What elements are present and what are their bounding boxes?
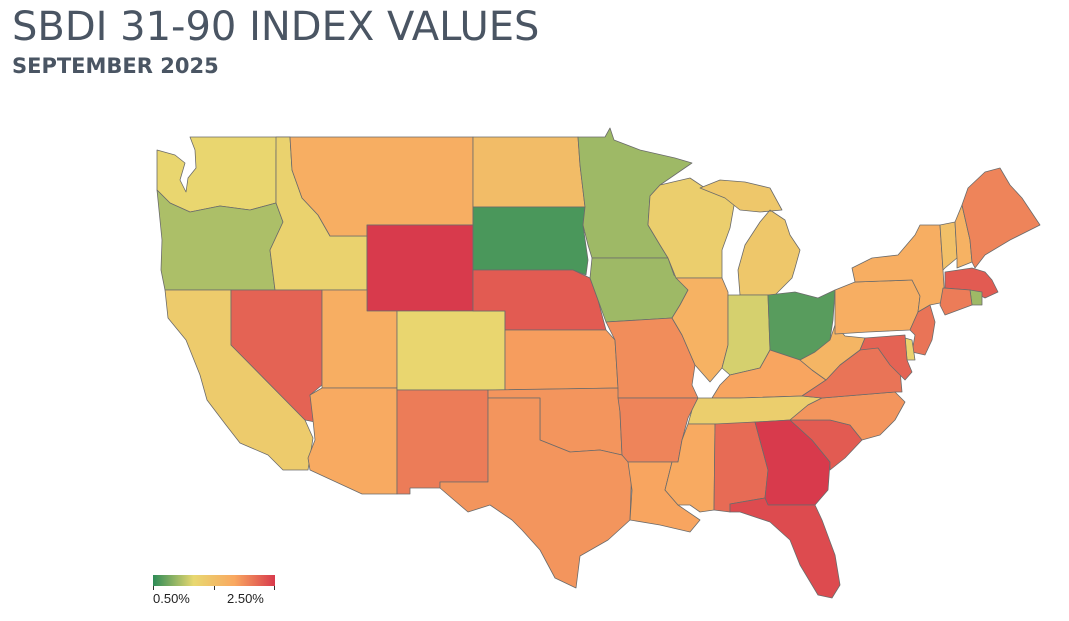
state-KS[interactable] — [504, 329, 619, 391]
color-legend: 0.50% 2.50% — [153, 575, 275, 607]
state-ME[interactable] — [961, 167, 1041, 269]
state-CO[interactable] — [396, 310, 506, 391]
state-NJ[interactable] — [909, 304, 936, 356]
page-title: SBDI 31-90 INDEX VALUES — [12, 4, 540, 50]
state-CT[interactable] — [939, 287, 973, 316]
state-MD[interactable] — [859, 334, 913, 381]
state-VT[interactable] — [939, 221, 958, 271]
state-FL[interactable] — [729, 497, 841, 599]
state-ND[interactable] — [472, 136, 586, 208]
state-AZ[interactable] — [307, 387, 398, 495]
state-IL[interactable] — [671, 277, 729, 383]
state-MI[interactable] — [699, 179, 801, 296]
state-WA[interactable] — [156, 136, 291, 213]
state-SD[interactable] — [472, 206, 589, 276]
state-WY[interactable] — [366, 224, 474, 312]
state-PA[interactable] — [834, 279, 921, 335]
state-NM[interactable] — [396, 389, 489, 495]
legend-gradient-bar — [153, 575, 275, 586]
legend-max-label: 2.50% — [227, 591, 264, 606]
legend-ticks — [153, 586, 275, 591]
state-TX[interactable] — [439, 397, 633, 589]
legend-min-label: 0.50% — [153, 591, 190, 606]
legend-labels: 0.50% 2.50% — [153, 591, 275, 607]
page-subtitle: SEPTEMBER 2025 — [12, 54, 219, 78]
